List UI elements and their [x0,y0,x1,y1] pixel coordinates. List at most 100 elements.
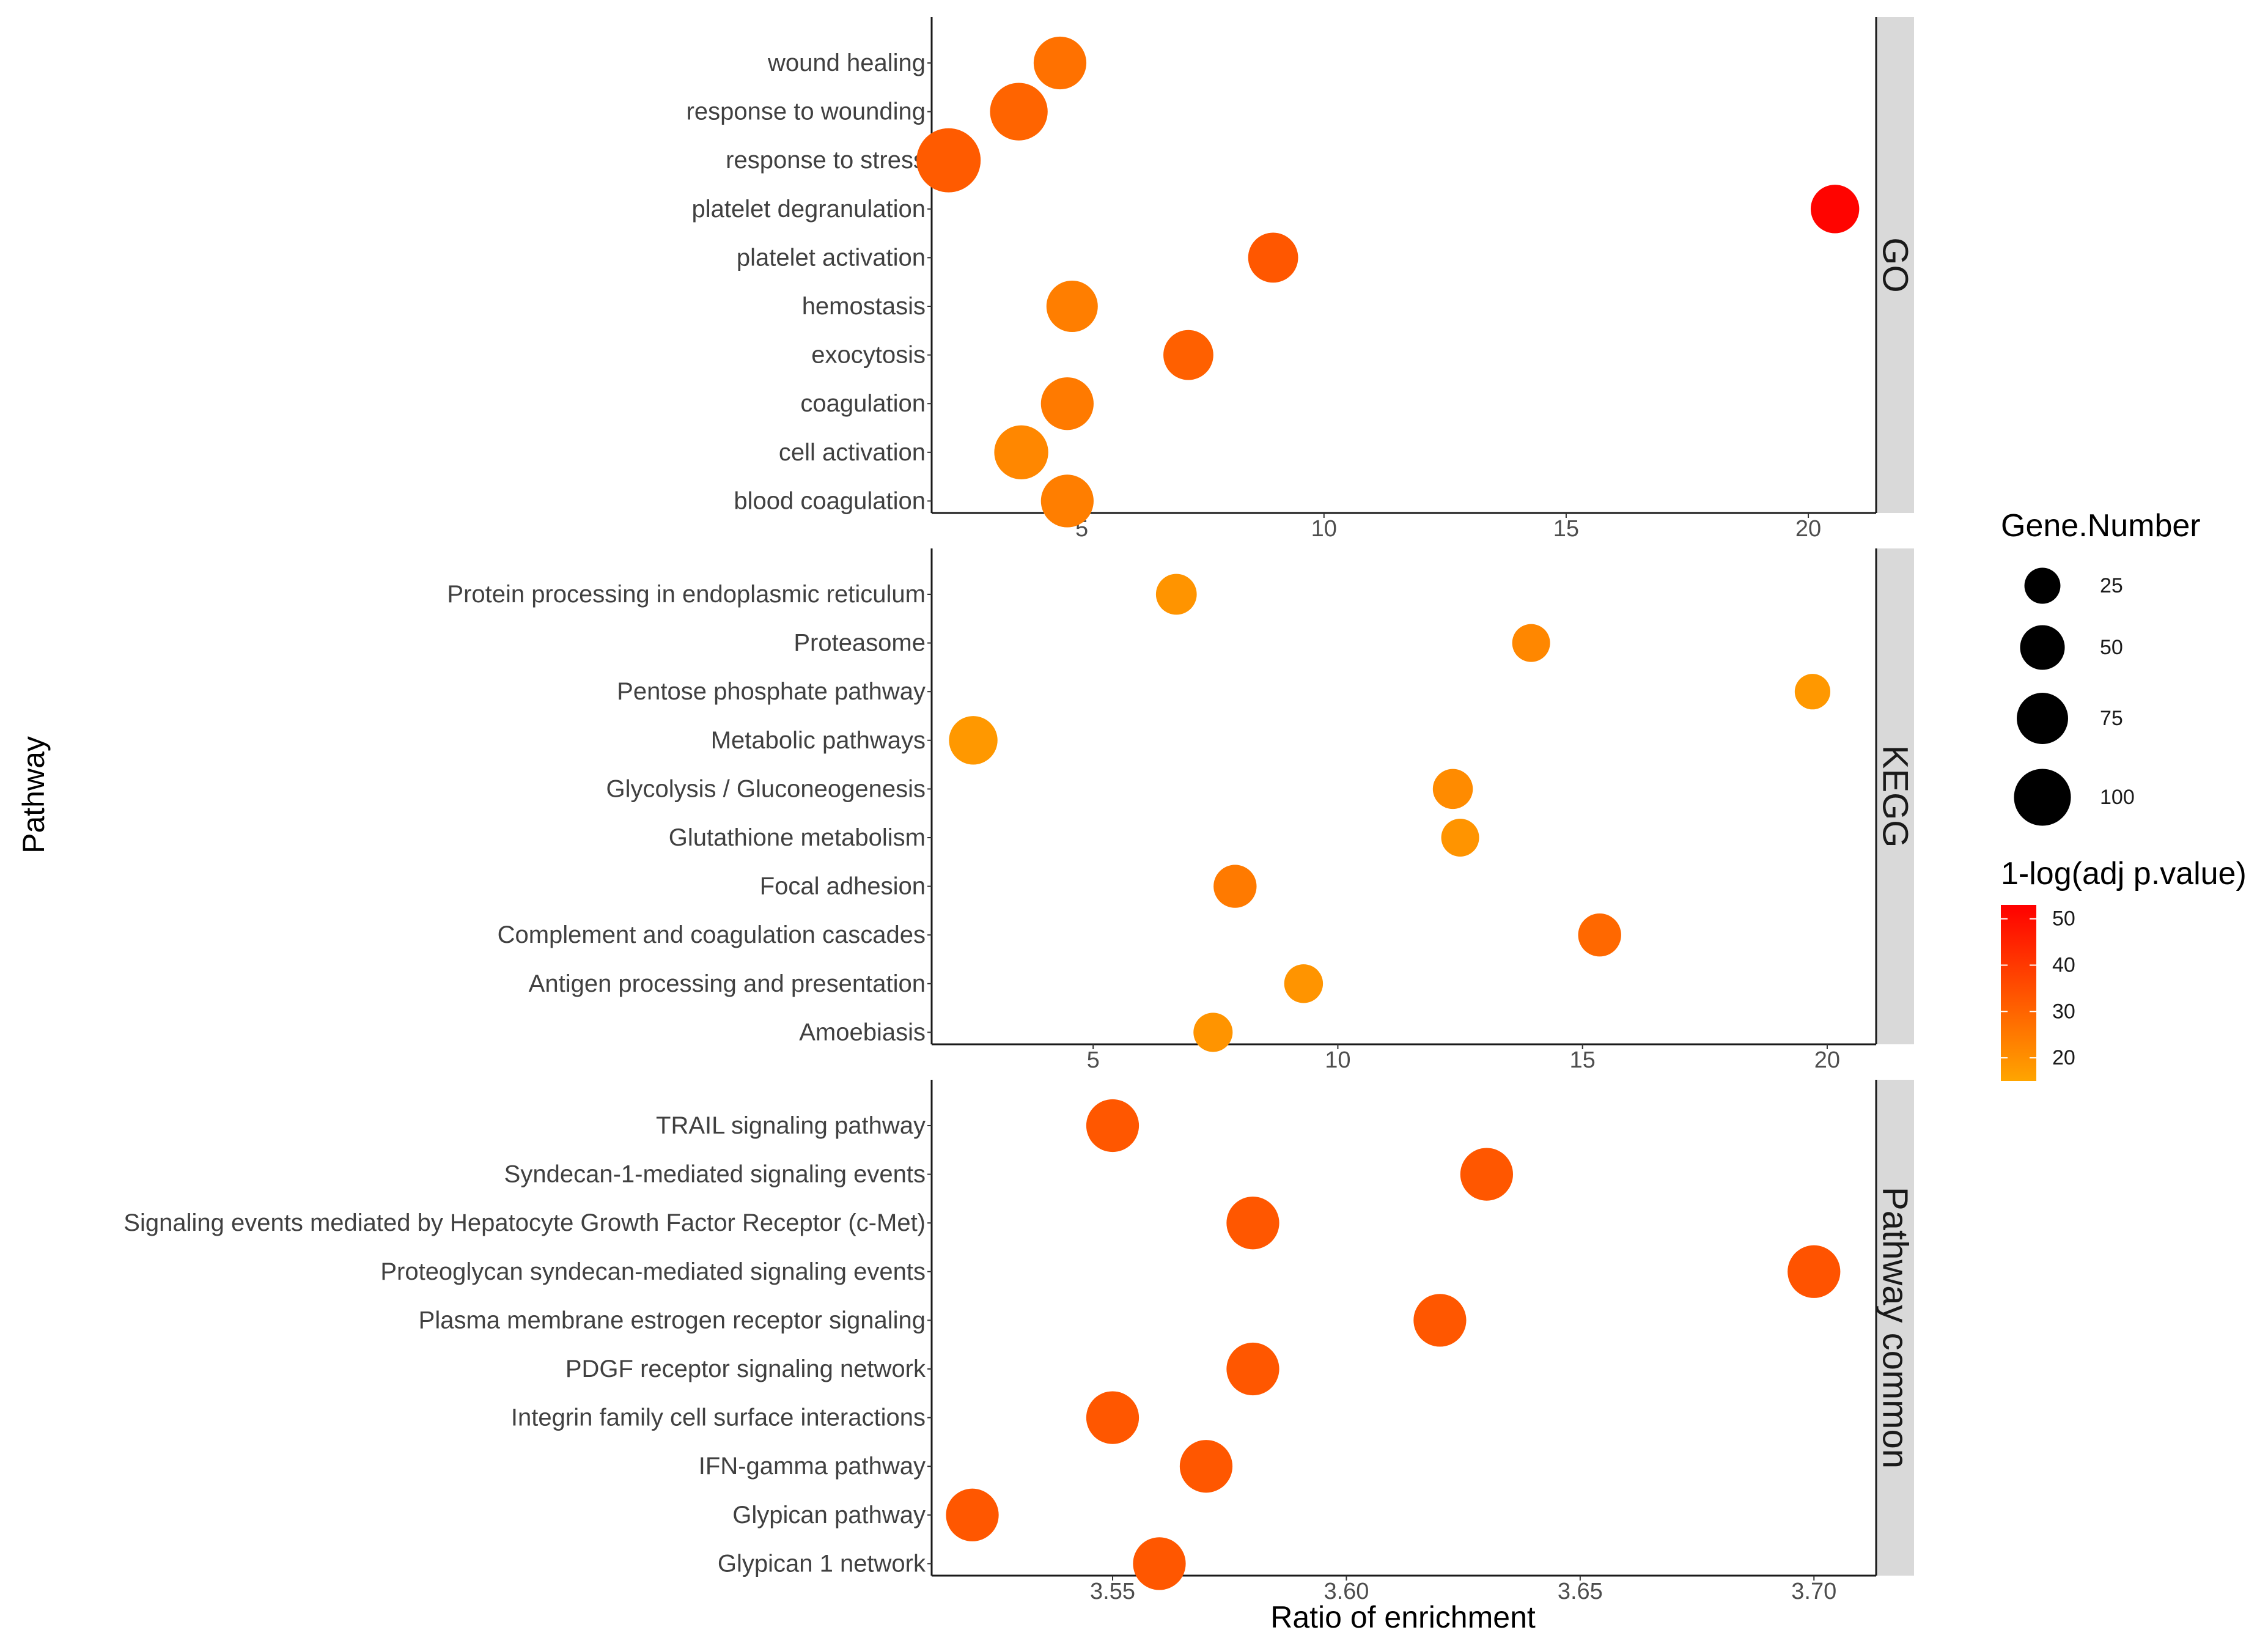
x-tick-label: 15 [1570,1047,1596,1073]
color-key-label: 30 [2052,1000,2075,1023]
category-label: coagulation [800,390,926,417]
category-label: exocytosis [811,342,926,369]
data-point-response-to-wounding [990,83,1048,141]
x-tick-label: 3.60 [1324,1579,1369,1604]
color-key-label: 40 [2052,954,2075,977]
facet-panel-kegg: KEGG Protein processing in endoplasmic re… [447,548,1915,1073]
color-legend-keys: 20 30 40 50 [2001,907,2075,1069]
x-tick-label: 3.55 [1090,1579,1135,1604]
y-axis-title: Pathway [17,736,51,854]
x-tick-label: 15 [1553,516,1579,542]
data-point-wound-healing [1033,36,1087,90]
data-point-response-to-stress [916,128,981,193]
data-point-glutathione-metabolism [1441,819,1479,857]
x-tick-label: 10 [1325,1047,1350,1073]
category-label: Protein processing in endoplasmic reticu… [447,581,926,608]
data-point-blood-coagulation [1040,474,1094,528]
color-bar [2001,905,2036,1081]
category-label: Amoebiasis [799,1019,926,1046]
size-legend-title: Gene.Number [2001,508,2201,544]
category-label: response to stress [726,147,926,174]
data-point-plasma-membrane-estrogen-receptor-signaling [1413,1294,1467,1347]
category-label: Complement and coagulation cascades [498,921,926,948]
x-tick-label: 20 [1795,516,1821,542]
data-point-antigen-processing-and-presentation [1284,964,1324,1003]
panel-background [932,548,1876,1044]
category-label: Integrin family cell surface interaction… [511,1404,926,1431]
facet-panels: GO wound healing response to wounding respo… [123,17,1915,1604]
color-key-label: 20 [2052,1046,2075,1069]
category-label: Syndecan-1-mediated signaling events [504,1161,926,1188]
facet-panel-go: GO wound healing response to wounding respo… [687,17,1915,542]
facet-strip-label: KEGG [1876,745,1915,848]
category-label: platelet activation [737,244,926,271]
category-label: Glutathione metabolism [669,824,926,851]
data-point-pentose-phosphate-pathway [1794,674,1831,710]
category-label: blood coagulation [734,487,926,514]
size-key-100 [2014,769,2071,826]
size-key-label: 50 [2100,636,2123,659]
category-label: Metabolic pathways [711,727,926,754]
data-point-platelet-degranulation [1810,185,1860,234]
data-point-glypican-pathway [946,1488,999,1541]
category-label: response to wounding [687,98,926,125]
category-label: Glypican pathway [732,1502,926,1529]
data-point-trail-signaling-pathway [1086,1099,1140,1153]
data-point-exocytosis [1163,330,1213,380]
category-label: Glycolysis / Gluconeogenesis [606,775,926,802]
facet-strip [1876,17,1914,513]
panel-background [932,1080,1876,1576]
category-label: platelet degranulation [691,196,926,223]
category-label: Signaling events mediated by Hepatocyte … [123,1209,926,1236]
category-label: Antigen processing and presentation [529,970,926,997]
x-tick-label: 3.65 [1558,1579,1603,1604]
data-point-metabolic-pathways [949,716,998,765]
category-label: Pentose phosphate pathway [617,678,926,705]
color-key-label: 50 [2052,907,2075,931]
data-point-glypican-1-network [1133,1537,1186,1590]
size-key-label: 100 [2100,786,2135,809]
data-point-coagulation [1040,377,1094,430]
data-point-cell-activation [994,425,1048,479]
size-key-label: 25 [2100,574,2123,597]
facet-strip-label: Pathway common [1876,1187,1915,1469]
size-legend-keys: 25 50 75 100 [2014,567,2135,826]
category-label: cell activation [779,439,926,466]
facet-strip [1876,1080,1914,1576]
x-tick-label: 3.70 [1791,1579,1836,1604]
data-point-amoebiasis [1193,1013,1233,1052]
facet-strip-label: GO [1876,237,1915,292]
x-axis-title: Ratio of enrichment [1270,1600,1536,1634]
x-tick-label: 10 [1311,516,1337,542]
panel-background [932,17,1876,513]
category-label: Glypican 1 network [718,1550,926,1577]
x-tick-label: 20 [1814,1047,1840,1073]
x-tick-label: 5 [1087,1047,1100,1073]
category-label: Focal adhesion [760,873,926,900]
size-key-25 [2024,567,2061,604]
data-point-syndecan-1-mediated-signaling-events [1460,1148,1513,1201]
size-key-50 [2020,625,2065,670]
data-point-platelet-activation [1248,232,1298,283]
category-label: IFN-gamma pathway [699,1453,926,1480]
data-point-proteoglycan-syndecan-mediated-signaling-events [1788,1245,1841,1298]
data-point-glycolysis-gluconeogenesis [1432,769,1473,810]
category-label: hemostasis [802,293,926,320]
category-label: Proteasome [793,630,926,657]
data-point-signaling-events-mediated-by-hepatocyte-growth-factor-receptor-c-met [1226,1197,1279,1250]
facet-strip [1876,548,1914,1044]
category-label: Plasma membrane estrogen receptor signal… [419,1307,926,1334]
category-label: Proteoglycan syndecan-mediated signaling… [380,1258,926,1285]
legend: Gene.Number 25 50 75 100 1-log(adj p.value)… [2001,508,2247,1081]
data-point-pdgf-receptor-signaling-network [1226,1342,1279,1396]
data-point-integrin-family-cell-surface-interactions [1086,1391,1140,1444]
size-key-75 [2017,693,2068,744]
color-legend-title: 1-log(adj p.value) [2001,856,2247,891]
data-point-complement-and-coagulation-cascades [1578,913,1621,957]
category-label: PDGF receptor signaling network [565,1356,926,1382]
data-point-protein-processing-in-endoplasmic-reticulum [1155,574,1197,615]
data-point-focal-adhesion [1213,865,1257,908]
data-point-hemostasis [1046,280,1098,333]
category-label: wound healing [767,50,926,76]
